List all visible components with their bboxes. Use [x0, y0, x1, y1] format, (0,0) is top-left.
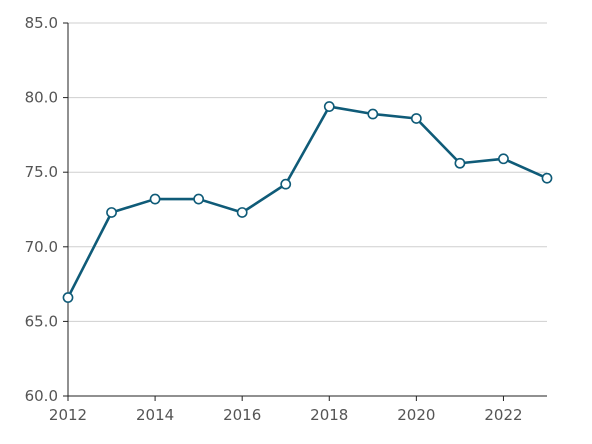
series-line: [66, 105, 549, 299]
x-tick-label: 2012: [49, 406, 87, 424]
y-tick-label: 80.0: [25, 89, 58, 107]
x-tick-label: 2020: [397, 406, 435, 424]
y-tick-label: 65.0: [25, 312, 58, 330]
y-tick-label: 60.0: [25, 387, 58, 405]
data-point-2012: [62, 292, 74, 303]
x-tick-label: 2014: [136, 406, 174, 424]
data-point-2021: [454, 157, 466, 169]
x-tick-label: 2016: [223, 406, 261, 424]
gridlines: [68, 22, 547, 322]
data-point-2014: [149, 193, 161, 205]
series: [66, 105, 549, 299]
y-tick-label: 85.0: [25, 14, 58, 32]
axes: 60.0 65.0 70.0 75.0 80.0 85.0 2012 2014 2016 2018…: [25, 14, 547, 424]
x-tick-label: 2022: [484, 406, 522, 424]
data-point-2016: [236, 207, 248, 218]
data-markers: [62, 101, 553, 303]
data-point-2022: [498, 153, 509, 165]
data-point-2020: [410, 113, 422, 124]
data-point-2018: [323, 101, 335, 112]
y-tick-label: 75.0: [25, 163, 58, 181]
data-point-2015: [193, 193, 205, 205]
data-point-2013: [106, 207, 117, 218]
data-point-2023: [541, 172, 553, 184]
y-tick-label: 70.0: [25, 238, 58, 256]
data-point-2017: [280, 178, 292, 190]
x-tick-label: 2018: [310, 406, 348, 424]
data-point-2019: [367, 108, 379, 120]
